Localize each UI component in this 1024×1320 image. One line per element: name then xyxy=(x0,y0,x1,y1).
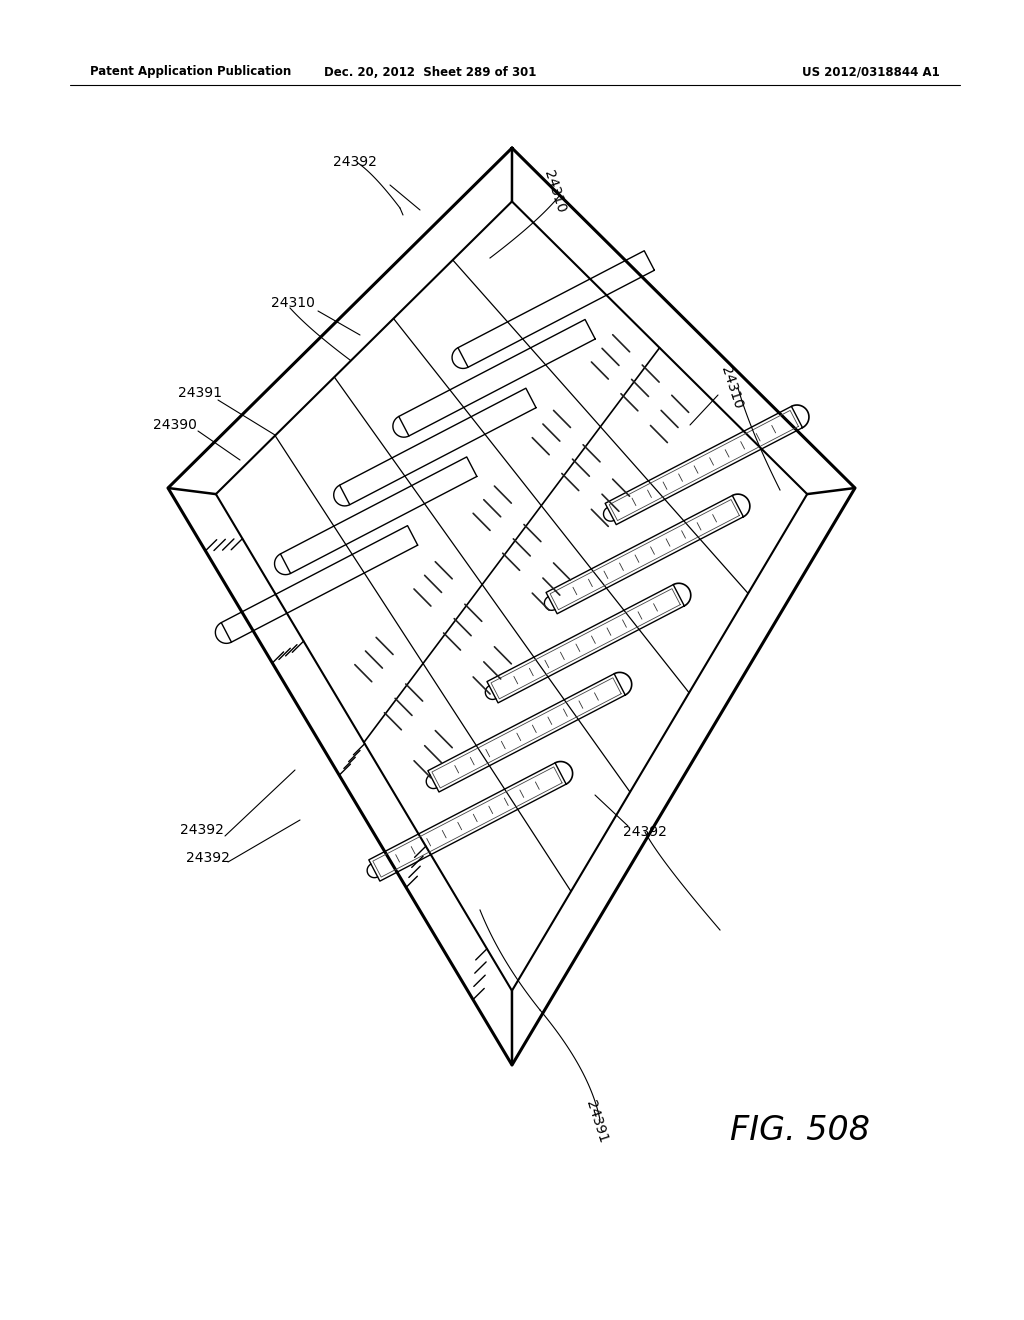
Text: Patent Application Publication: Patent Application Publication xyxy=(90,66,291,78)
Text: 24391: 24391 xyxy=(178,385,222,400)
Text: 24310: 24310 xyxy=(271,296,315,310)
Text: 24392: 24392 xyxy=(333,154,377,169)
Text: 24392: 24392 xyxy=(623,825,667,840)
Text: 24391: 24391 xyxy=(584,1100,610,1144)
Text: FIG. 508: FIG. 508 xyxy=(730,1114,870,1147)
Text: 24392: 24392 xyxy=(180,822,224,837)
Text: 24390: 24390 xyxy=(153,418,197,432)
Text: 24310: 24310 xyxy=(542,169,568,215)
Text: 24310: 24310 xyxy=(719,364,745,411)
Text: Dec. 20, 2012  Sheet 289 of 301: Dec. 20, 2012 Sheet 289 of 301 xyxy=(324,66,537,78)
Text: US 2012/0318844 A1: US 2012/0318844 A1 xyxy=(802,66,940,78)
Text: 24392: 24392 xyxy=(186,851,230,865)
